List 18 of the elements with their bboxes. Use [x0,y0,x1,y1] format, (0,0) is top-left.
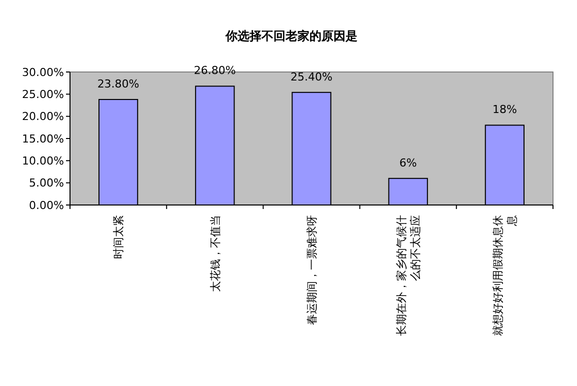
data-label: 23.80% [97,77,140,90]
x-tick-label: 长期在外，家乡的气候什么的不太适应 [394,215,422,336]
chart-title: 你选择不回老家的原因是 [224,29,358,43]
y-tick-label: 5.00% [29,176,64,190]
y-tick-label: 25.00% [22,88,64,102]
y-tick-label: 20.00% [22,110,64,124]
data-label: 6% [399,156,417,170]
y-tick-label: 30.00% [22,66,64,79]
y-tick-label: 0.00% [29,198,64,212]
y-tick-label: 15.00% [22,132,64,146]
data-label: 26.80% [194,64,236,78]
x-tick-label: 时间太紧 [112,215,126,259]
y-tick-label: 10.00% [22,154,64,168]
data-label: 25.40% [290,70,332,84]
x-tick-label: 春运期间，一票难求呀 [305,215,318,325]
x-tick-label: 就想好好利用假期休息休息 [492,215,519,336]
x-tick-label: 太花钱，不值当 [208,215,222,292]
data-label: 18% [492,103,517,116]
